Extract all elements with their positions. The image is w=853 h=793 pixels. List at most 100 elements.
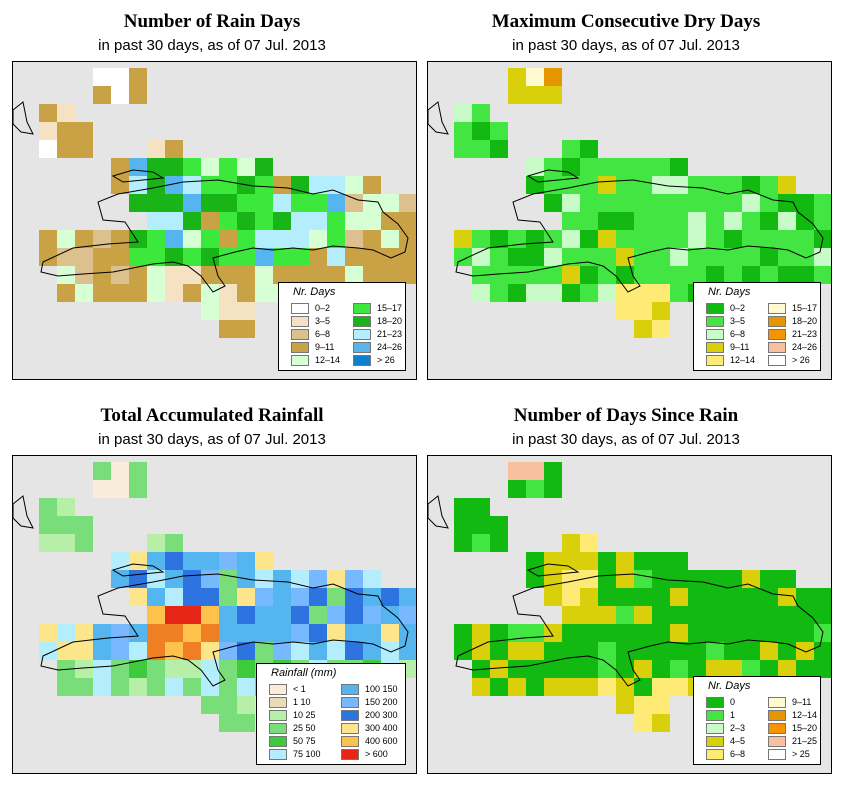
grid-cell xyxy=(363,570,381,588)
grid-cell xyxy=(724,642,742,660)
grid-cell xyxy=(508,284,526,302)
grid-cell xyxy=(598,606,616,624)
grid-cell xyxy=(273,194,291,212)
grid-cell xyxy=(165,552,183,570)
legend-label: 9–11 xyxy=(792,697,812,707)
panel-subtitle-rain-days: in past 30 days, as of 07 Jul. 2013 xyxy=(98,37,326,54)
legend-swatch xyxy=(269,736,287,747)
grid-cell xyxy=(616,660,634,678)
grid-cell xyxy=(183,606,201,624)
grid-cell xyxy=(75,230,93,248)
grid-cell xyxy=(544,462,562,480)
grid-cell xyxy=(75,516,93,534)
grid-cell xyxy=(75,642,93,660)
grid-cell xyxy=(183,194,201,212)
grid-cell xyxy=(490,140,508,158)
grid-cell xyxy=(796,212,814,230)
grid-cell xyxy=(652,696,670,714)
grid-cell xyxy=(219,552,237,570)
grid-cell xyxy=(652,714,670,732)
grid-cell xyxy=(634,248,652,266)
grid-cell xyxy=(129,678,147,696)
grid-cell xyxy=(291,606,309,624)
grid-cell xyxy=(219,606,237,624)
grid-cell xyxy=(237,320,255,338)
grid-cell xyxy=(237,212,255,230)
legend-swatch xyxy=(353,316,371,327)
grid-cell xyxy=(183,642,201,660)
grid-cell xyxy=(309,212,327,230)
grid-cell xyxy=(147,570,165,588)
grid-cell xyxy=(796,266,814,284)
grid-cell xyxy=(165,212,183,230)
grid-cell xyxy=(129,642,147,660)
grid-cell xyxy=(652,606,670,624)
grid-cell xyxy=(237,552,255,570)
grid-cell xyxy=(147,248,165,266)
grid-cell xyxy=(634,606,652,624)
legend-swatch xyxy=(291,329,309,340)
grid-cell xyxy=(688,212,706,230)
grid-cell xyxy=(255,176,273,194)
grid-cell xyxy=(688,588,706,606)
grid-cell xyxy=(327,642,345,660)
grid-cell xyxy=(724,266,742,284)
grid-cell xyxy=(598,570,616,588)
grid-cell xyxy=(634,714,652,732)
grid-cell xyxy=(219,588,237,606)
islet-outline xyxy=(111,563,165,577)
grid-cell xyxy=(201,248,219,266)
grid-cell xyxy=(544,552,562,570)
grid-cell xyxy=(472,248,490,266)
grid-cell xyxy=(129,480,147,498)
grid-cell xyxy=(183,678,201,696)
legend-title: Nr. Days xyxy=(708,680,751,692)
legend-swatch xyxy=(706,710,724,721)
grid-cell xyxy=(183,212,201,230)
grid-cell xyxy=(327,176,345,194)
grid-cell xyxy=(526,462,544,480)
grid-cell xyxy=(381,606,399,624)
grid-cell xyxy=(75,284,93,302)
grid-cell xyxy=(634,552,652,570)
grid-cell xyxy=(111,660,129,678)
grid-cell xyxy=(129,194,147,212)
grid-cell xyxy=(688,248,706,266)
grid-cell xyxy=(165,194,183,212)
grid-cell xyxy=(544,642,562,660)
grid-cell xyxy=(399,212,416,230)
grid-cell xyxy=(724,588,742,606)
grid-cell xyxy=(706,266,724,284)
grid-cell xyxy=(219,248,237,266)
grid-cell xyxy=(363,212,381,230)
grid-cell xyxy=(255,552,273,570)
grid-cell xyxy=(580,284,598,302)
grid-cell xyxy=(508,480,526,498)
island-outline xyxy=(40,573,409,687)
grid-cell xyxy=(490,660,508,678)
grid-cell xyxy=(742,570,760,588)
grid-cell xyxy=(490,678,508,696)
grid-cell xyxy=(327,266,345,284)
grid-cell xyxy=(760,230,778,248)
grid-cell xyxy=(57,534,75,552)
grid-cell xyxy=(616,194,634,212)
grid-cell xyxy=(760,606,778,624)
grid-cell xyxy=(472,140,490,158)
grid-cell xyxy=(147,176,165,194)
grid-cell xyxy=(616,606,634,624)
legend-swatch xyxy=(269,710,287,721)
grid-cell xyxy=(778,230,796,248)
legend-swatch xyxy=(706,342,724,353)
panel-title-rain-days: Number of Rain Days xyxy=(123,11,301,32)
grid-cell xyxy=(39,624,57,642)
legend-label: 12–14 xyxy=(315,355,341,365)
grid-cell xyxy=(742,642,760,660)
grid-cell xyxy=(363,266,381,284)
grid-cell xyxy=(544,158,562,176)
grid-cell xyxy=(93,642,111,660)
grid-cell xyxy=(219,570,237,588)
grid-cell xyxy=(165,624,183,642)
grid-cell xyxy=(327,588,345,606)
legend-label: 15–17 xyxy=(792,303,818,313)
